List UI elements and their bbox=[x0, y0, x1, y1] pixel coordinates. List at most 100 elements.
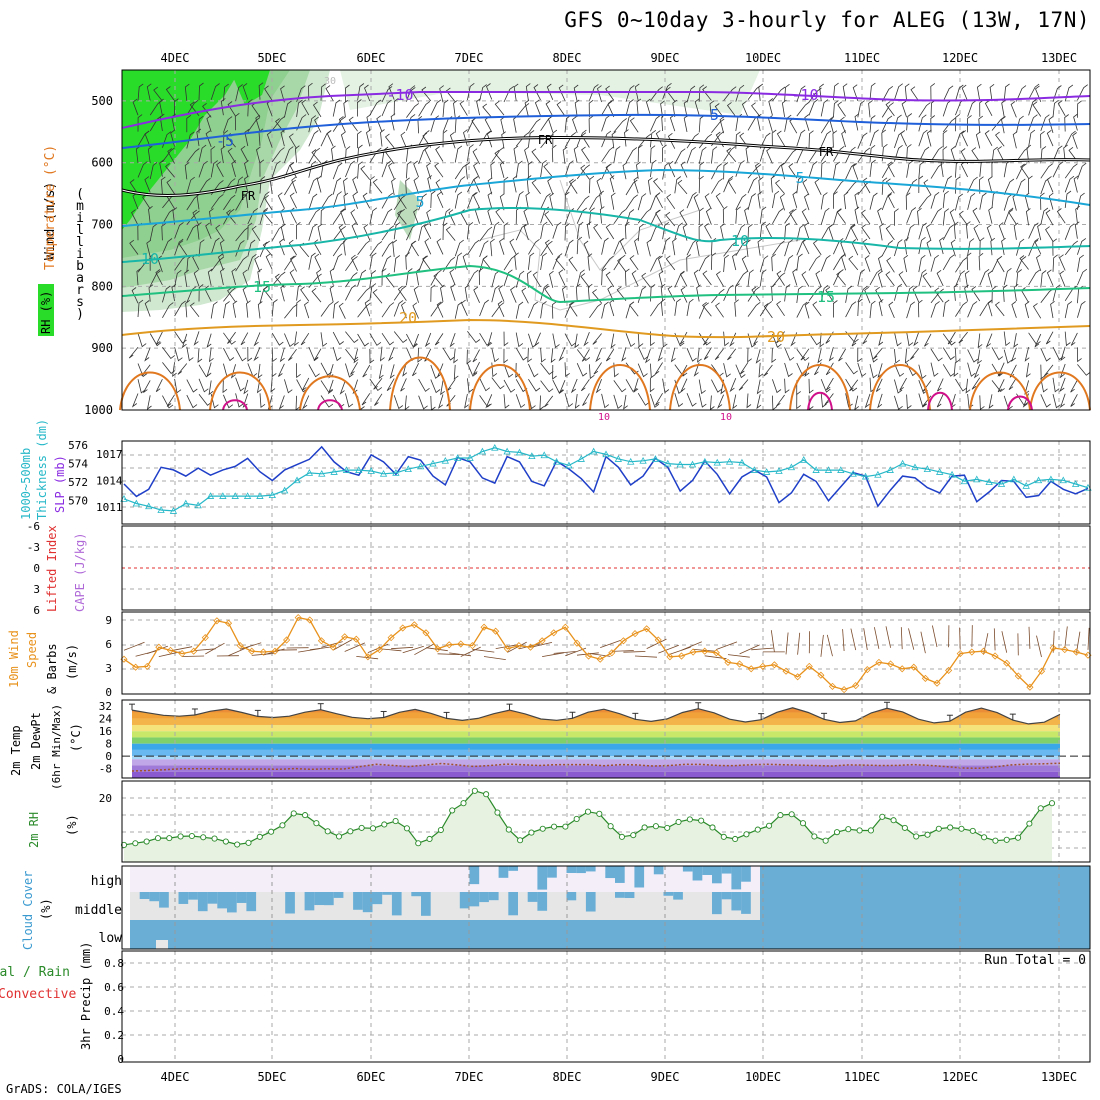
wind-barb bbox=[1072, 132, 1078, 149]
wind-barb bbox=[918, 175, 924, 194]
wind-barb bbox=[311, 149, 322, 164]
wind-barb bbox=[247, 253, 257, 271]
wind-barb bbox=[174, 238, 184, 256]
rh-marker bbox=[335, 833, 343, 840]
dewpoint-line bbox=[131, 762, 1061, 772]
wind-barb bbox=[637, 223, 644, 242]
wind-barb bbox=[650, 145, 656, 163]
wind-barb bbox=[271, 332, 284, 346]
wind-barb bbox=[645, 98, 651, 116]
wind-barb bbox=[711, 252, 717, 270]
wind-barb bbox=[326, 130, 334, 147]
wind-barb bbox=[528, 363, 539, 378]
wind-barb bbox=[162, 395, 174, 409]
wind-barb bbox=[650, 159, 657, 178]
wind-barb bbox=[369, 378, 383, 391]
temp-contour-25 bbox=[119, 371, 181, 411]
ylabel-char: ( bbox=[76, 187, 84, 202]
thickness-marker bbox=[280, 486, 289, 494]
wind-barb bbox=[313, 348, 322, 362]
temp-contour-25 bbox=[469, 364, 531, 411]
wind-barb bbox=[479, 84, 487, 102]
ylabel-cloud-1: Cloud Cover bbox=[21, 871, 35, 950]
ylabel-total-rain: Total / Rain bbox=[0, 965, 70, 980]
wind-barb bbox=[329, 267, 335, 285]
wind-barb bbox=[906, 224, 915, 242]
wind-barb bbox=[308, 177, 318, 195]
wind-barb bbox=[357, 302, 371, 318]
rh-marker bbox=[256, 833, 263, 840]
wind-barb bbox=[388, 83, 395, 100]
wind-barb bbox=[362, 192, 371, 209]
wind-speed-marker bbox=[317, 637, 326, 645]
wind-barb bbox=[1032, 101, 1042, 117]
wind-barb bbox=[833, 179, 846, 195]
wind-barb bbox=[573, 145, 579, 163]
wind-speed-marker bbox=[956, 650, 964, 658]
rh2m-frame bbox=[121, 780, 1091, 863]
x-tick-bottom: 5DEC bbox=[258, 1070, 287, 1084]
wind-barb-10m bbox=[785, 632, 789, 655]
wind-barb bbox=[775, 394, 785, 407]
ylabel-char: b bbox=[76, 259, 84, 274]
wind-barb bbox=[267, 395, 273, 410]
thickness-marker bbox=[1071, 480, 1080, 487]
wind-barb bbox=[772, 190, 780, 209]
wind-barb bbox=[499, 161, 505, 179]
wind-barb bbox=[842, 83, 848, 101]
wind-barb bbox=[796, 129, 806, 147]
wind-barb bbox=[869, 159, 876, 177]
wind-speed-marker bbox=[921, 674, 929, 682]
wind-barb bbox=[987, 270, 993, 288]
rh-marker bbox=[426, 835, 433, 843]
wind-speed-marker bbox=[1003, 659, 1011, 667]
wind-barb bbox=[288, 239, 297, 256]
wind-barb bbox=[587, 283, 593, 302]
wind-barb bbox=[227, 147, 236, 164]
wind-barb bbox=[589, 364, 595, 380]
wind-barb bbox=[833, 300, 838, 318]
wind-barb bbox=[388, 347, 395, 362]
rh-marker bbox=[698, 817, 705, 824]
thickness-marker bbox=[1034, 476, 1043, 484]
wind-barb bbox=[418, 130, 430, 146]
wind-barb bbox=[360, 165, 371, 180]
wind-barb bbox=[381, 208, 393, 225]
wind-barb bbox=[390, 113, 396, 131]
wind10-frame bbox=[121, 611, 1091, 695]
wind-barb bbox=[514, 252, 519, 270]
wind-barb bbox=[162, 147, 175, 163]
wind-barb bbox=[1034, 238, 1042, 255]
wind-barb bbox=[669, 114, 676, 132]
wind-barb bbox=[515, 160, 523, 178]
wind-barb bbox=[958, 210, 968, 226]
wind-barb bbox=[796, 253, 803, 271]
wind-barb bbox=[1019, 255, 1029, 270]
wind-barb bbox=[601, 237, 609, 255]
x-tick-top: 6DEC bbox=[357, 51, 386, 65]
wind-barb bbox=[528, 301, 539, 319]
cloud-mid-bar bbox=[236, 892, 247, 903]
wind-barb bbox=[515, 206, 521, 225]
wind-barb bbox=[662, 82, 672, 100]
wind-barb bbox=[693, 194, 700, 211]
wind-barb bbox=[146, 239, 152, 257]
wind-barb bbox=[527, 161, 533, 179]
wind-barb bbox=[526, 270, 532, 288]
y-tick: 0.2 bbox=[104, 1029, 124, 1042]
wind-barb bbox=[498, 285, 505, 302]
wind-barb bbox=[449, 268, 456, 286]
wind-barb bbox=[995, 131, 1005, 147]
wind-barb bbox=[988, 206, 993, 224]
wind-barb bbox=[515, 224, 527, 241]
wind-barb bbox=[747, 347, 752, 363]
wind-barb bbox=[979, 237, 985, 255]
thickness-marker bbox=[454, 454, 462, 461]
wind-barb-10m bbox=[1028, 626, 1031, 649]
wind-barb bbox=[674, 392, 684, 408]
wind-barb bbox=[450, 284, 456, 301]
wind-barb bbox=[637, 133, 652, 149]
wind-barb bbox=[625, 194, 639, 210]
wind-barb bbox=[564, 223, 570, 241]
wind-barb bbox=[984, 130, 993, 146]
